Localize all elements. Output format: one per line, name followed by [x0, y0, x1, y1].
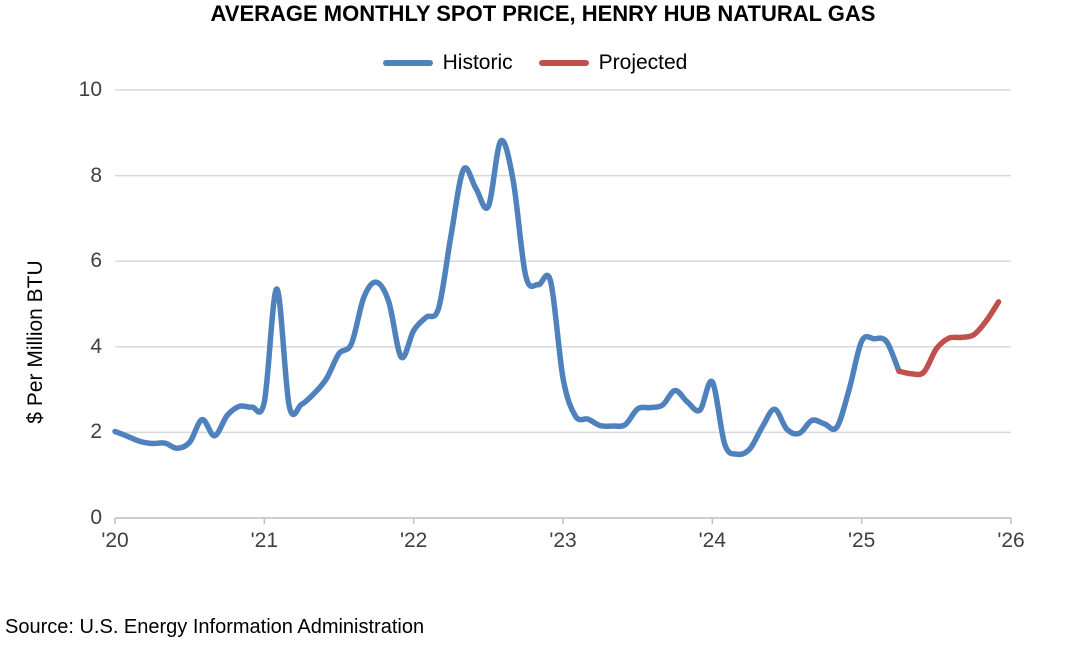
- x-axis-tick-label: '23: [549, 529, 577, 552]
- legend-label-historic: Historic: [442, 51, 513, 74]
- legend-label-projected: Projected: [598, 51, 688, 74]
- x-axis-tick-label: '26: [997, 529, 1025, 552]
- projected-line-swatch-icon: [538, 60, 589, 66]
- y-axis-tick-label: 0: [90, 506, 102, 529]
- y-axis-tick-label: 2: [90, 420, 102, 444]
- x-axis-tick-label: '20: [101, 529, 129, 552]
- historic-line: [112, 137, 902, 458]
- x-axis-tick-label: '25: [847, 529, 876, 552]
- historic-line-swatch-icon: [382, 60, 433, 66]
- y-axis-tick-label: 8: [90, 163, 102, 187]
- x-axis-tick-label: '21: [250, 529, 279, 552]
- y-axis-tick-label: 4: [90, 334, 102, 358]
- projected-line: [896, 299, 1002, 378]
- legend-item-historic: Historic: [382, 51, 513, 75]
- legend-item-projected: Projected: [538, 51, 688, 75]
- y-axis-tick-label: 10: [78, 78, 102, 101]
- x-axis-tick-label: '24: [698, 529, 727, 552]
- x-axis-tick-label: '22: [399, 529, 428, 552]
- source-note: Source: U.S. Energy Information Administ…: [5, 616, 425, 638]
- chart-legend: Historic Projected: [0, 51, 1070, 75]
- chart-title: AVERAGE MONTHLY SPOT PRICE, HENRY HUB NA…: [210, 1, 876, 26]
- y-axis-tick-label: 6: [90, 249, 102, 273]
